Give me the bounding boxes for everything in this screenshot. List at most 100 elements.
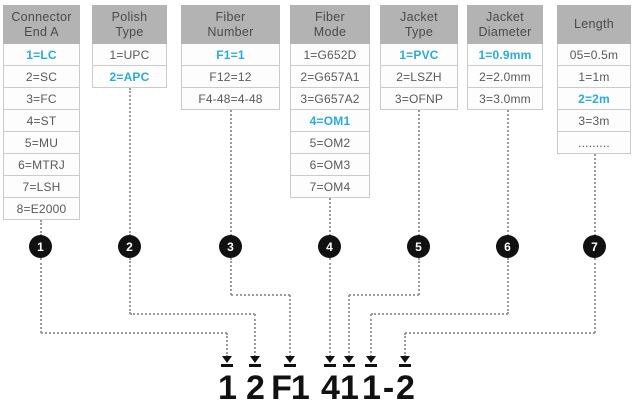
column-jacket-type: Jacket Type 1=PVC 2=LSZH 3=OFNP — [380, 5, 458, 110]
down-arrow-icon-1 — [220, 356, 234, 367]
dotted-line — [349, 294, 419, 296]
dotted-line — [130, 313, 255, 315]
step-badge-3: 3 — [219, 235, 242, 258]
option-cell: 3=3m — [557, 110, 631, 132]
step-badge-1: 1 — [29, 235, 52, 258]
option-cell: 1=UPC — [92, 44, 167, 66]
option-cell: 5=OM2 — [290, 132, 370, 154]
part-number-segment: - — [382, 369, 394, 406]
dotted-line — [594, 154, 596, 236]
option-cell: F1=1 — [181, 44, 280, 66]
option-cell: 5=MU — [3, 132, 80, 154]
part-number-segment: 1 — [362, 369, 381, 406]
option-cell: 1=G652D — [290, 44, 370, 66]
column-header: Fiber Mode — [290, 5, 370, 44]
dotted-line — [371, 313, 508, 315]
option-cell: 2=2.0mm — [467, 66, 543, 88]
option-cell: F12=12 — [181, 66, 280, 88]
step-badge-4: 4 — [318, 235, 341, 258]
column-header-line: Polish — [111, 9, 148, 24]
option-cell: 7=LSH — [3, 176, 80, 198]
option-cell: 2=G657A1 — [290, 66, 370, 88]
option-cell: 3=3.0mm — [467, 88, 543, 110]
down-arrow-icon-7 — [398, 356, 412, 367]
dotted-line — [129, 88, 131, 236]
option-cell: 4=OM1 — [290, 110, 370, 132]
dotted-line — [40, 220, 42, 236]
column-header: Length — [557, 5, 631, 44]
step-badge-5: 5 — [407, 235, 430, 258]
option-cell: F4-48=4-48 — [181, 88, 280, 110]
down-arrow-icon-6 — [364, 356, 378, 367]
column-header: Connector End A — [3, 5, 80, 44]
option-cell: 2=2m — [557, 88, 631, 110]
dotted-line — [129, 258, 131, 314]
dotted-line — [289, 295, 291, 357]
part-number-segment: 1 — [340, 369, 359, 406]
column-header-line: Connector — [11, 9, 72, 24]
option-cell: 2=LSZH — [380, 66, 458, 88]
option-cell: 6=OM3 — [290, 154, 370, 176]
part-number-segment: 1 — [218, 369, 237, 406]
column-fiber-number: Fiber Number F1=1 F12=12 F4-48=4-48 — [181, 5, 280, 110]
down-arrow-icon-5 — [342, 356, 356, 367]
option-cell: 3=OFNP — [380, 88, 458, 110]
option-cell: 1=PVC — [380, 44, 458, 66]
dotted-line — [226, 333, 228, 357]
column-header-line: Jacket — [486, 9, 524, 24]
column-header: Fiber Number — [181, 5, 280, 44]
option-cell: 2=SC — [3, 66, 80, 88]
column-header-line: Type — [115, 24, 144, 39]
dotted-line — [254, 314, 256, 357]
column-header-line: Length — [573, 17, 615, 31]
column-header-line: Mode — [313, 24, 347, 39]
column-header: Jacket Type — [380, 5, 458, 44]
dotted-line — [348, 295, 350, 357]
option-cell: 1=1m — [557, 66, 631, 88]
option-cell: 7=OM4 — [290, 176, 370, 198]
part-number-segment: 2 — [246, 369, 265, 406]
column-header-line: Fiber — [215, 9, 246, 24]
option-cell: 4=ST — [3, 110, 80, 132]
option-cell: 1=LC — [3, 44, 80, 66]
step-badge-6: 6 — [496, 235, 519, 258]
column-header-line: Diameter — [478, 24, 532, 39]
column-header: Polish Type — [92, 5, 167, 44]
dotted-line — [329, 258, 331, 357]
column-header-line: End A — [24, 24, 59, 39]
column-header-line: Number — [207, 24, 254, 39]
dotted-line — [594, 258, 596, 333]
option-cell: 05=0.5m — [557, 44, 631, 66]
column-fiber-mode: Fiber Mode 1=G652D 2=G657A1 3=G657A2 4=O… — [290, 5, 370, 198]
column-header-line: Fiber — [315, 9, 345, 24]
dotted-line — [507, 110, 509, 236]
column-jacket-diameter: Jacket Diameter 1=0.9mm 2=2.0mm 3=3.0mm — [467, 5, 543, 110]
dotted-line — [507, 258, 509, 314]
option-cell: 8=E2000 — [3, 198, 80, 220]
dotted-line — [231, 294, 290, 296]
column-header: Jacket Diameter — [467, 5, 543, 44]
dotted-line — [418, 258, 420, 295]
part-number-segment: 2 — [396, 369, 415, 406]
down-arrow-icon-2 — [248, 356, 262, 367]
column-header-line: Jacket — [400, 9, 438, 24]
dotted-line — [230, 258, 232, 295]
down-arrow-icon-3 — [283, 356, 297, 367]
dotted-line — [405, 332, 595, 334]
part-number-segment: F1 — [271, 369, 310, 406]
column-length: Length 05=0.5m 1=1m 2=2m 3=3m ......... — [557, 5, 631, 154]
option-cell: ......... — [557, 132, 631, 154]
step-badge-2: 2 — [118, 235, 141, 258]
dotted-line — [418, 110, 420, 236]
dotted-line — [230, 110, 232, 236]
dotted-line — [370, 314, 372, 357]
option-cell: 6=MTRJ — [3, 154, 80, 176]
dotted-line — [404, 333, 406, 357]
option-cell: 2=APC — [92, 66, 167, 88]
option-cell: 3=FC — [3, 88, 80, 110]
option-cell: 3=G657A2 — [290, 88, 370, 110]
column-header-line: Type — [404, 24, 434, 39]
dotted-line — [329, 198, 331, 236]
dotted-line — [41, 332, 227, 334]
